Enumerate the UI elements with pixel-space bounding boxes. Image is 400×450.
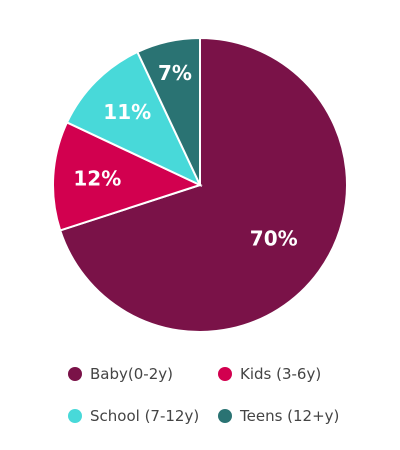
pie-slice-school [65,50,203,188]
chart-legend: Baby(0-2y) Kids (3-6y) School (7-12y) Te… [68,362,368,428]
legend-item-baby: Baby(0-2y) [68,362,218,386]
legend-item-kids: Kids (3-6y) [218,362,368,386]
legend-label-teens: Teens (12+y) [240,407,340,425]
legend-swatch-baby [68,367,82,381]
legend-swatch-school [68,409,82,423]
legend-label-school: School (7-12y) [90,407,200,425]
legend-label-baby: Baby(0-2y) [90,365,173,383]
legend-swatch-teens [218,409,232,423]
legend-item-teens: Teens (12+y) [218,404,368,428]
pie-chart: 70% 12% 11% 7% [52,36,348,333]
slice-label-teens: 7% [158,61,192,85]
slice-label-kids: 12% [73,167,121,191]
pie-slice-baby [58,36,348,333]
legend-item-school: School (7-12y) [68,404,218,428]
pie-slice-teens [136,36,201,186]
pie-slice-kids [52,121,203,232]
slice-label-baby: 70% [250,227,298,251]
slice-label-school: 11% [103,100,151,124]
legend-swatch-kids [218,367,232,381]
legend-label-kids: Kids (3-6y) [240,365,322,383]
